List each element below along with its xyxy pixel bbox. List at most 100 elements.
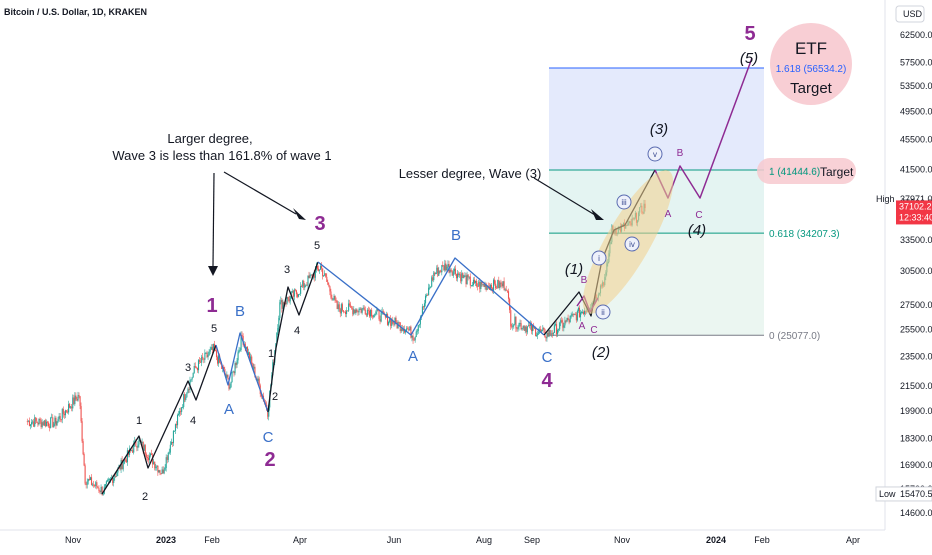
candle-body [505, 289, 507, 291]
candle-body [411, 335, 413, 338]
candle-body [407, 328, 409, 330]
time-axis[interactable]: Nov 2023 Feb Apr Jun Aug Sep Nov 2024 Feb Apr [0, 529, 885, 545]
candle-body [485, 283, 487, 290]
candle-body [217, 357, 219, 364]
candle-body [413, 339, 415, 341]
candle-body [88, 478, 90, 481]
candle-body [136, 446, 138, 448]
candle-body [346, 310, 348, 315]
candle-body [478, 281, 480, 287]
candle-body [415, 331, 417, 338]
candle-body [186, 393, 188, 398]
candle-body [77, 395, 79, 401]
candle-body [341, 304, 343, 311]
candle-body [94, 484, 96, 487]
candle-body [230, 382, 232, 388]
candle-body [580, 312, 583, 313]
candle-body [76, 399, 78, 401]
candle-body [204, 352, 206, 360]
candle-body [496, 288, 498, 289]
note-larger-degree-1: Larger degree, [167, 131, 252, 146]
candle-body [554, 324, 557, 326]
etf-target-circle [770, 23, 852, 105]
candle-body [452, 271, 454, 276]
candle-body [157, 465, 159, 473]
symbol-title: Bitcoin / U.S. Dollar, 1D, KRAKEN [4, 7, 147, 17]
candle-body [110, 478, 112, 480]
candle-body [231, 371, 233, 383]
candle-body [329, 286, 331, 292]
candle-body [332, 299, 334, 301]
time-tick-label: Sep [524, 535, 540, 545]
price-tick-label: 53500.0 [900, 81, 932, 91]
candle-body [543, 327, 545, 330]
candle-body [375, 311, 377, 315]
candle-body [373, 314, 375, 317]
target-pill [757, 158, 856, 184]
candle-body [410, 326, 412, 338]
candle-body [529, 323, 531, 326]
candle-body [309, 274, 311, 278]
candle-body [565, 320, 567, 322]
candle-body [175, 424, 178, 426]
candle-body [302, 280, 304, 287]
candle-body [90, 477, 93, 486]
candle-body [46, 421, 49, 423]
candle-body [395, 317, 397, 323]
candle-body [277, 328, 279, 333]
candle-body [432, 277, 434, 281]
candle-body [220, 362, 222, 364]
candle-body [208, 351, 210, 356]
candle-body [463, 275, 465, 278]
minor-wave-label: 4 [294, 325, 300, 337]
candle-body [156, 465, 158, 467]
candle-body [316, 265, 318, 269]
candle-body [429, 287, 431, 289]
currency-pill [895, 5, 925, 23]
candle-body [214, 350, 217, 352]
candle-body [171, 441, 173, 444]
candle-body [95, 482, 97, 487]
candle-body [223, 367, 225, 369]
candle-body [160, 473, 162, 474]
candle-body [281, 300, 283, 309]
candle-body [313, 273, 315, 278]
candle-body [406, 328, 408, 331]
candle-body [535, 327, 537, 337]
candle-body [164, 467, 166, 470]
candle-body [550, 333, 552, 335]
price-tick-label: 14600.0 [900, 508, 932, 518]
candle-body [536, 335, 538, 337]
candle-body [28, 420, 30, 426]
candle-body [447, 264, 449, 267]
candle-body [137, 444, 139, 448]
candle-body [495, 283, 497, 289]
candle-body [354, 309, 356, 314]
candle-body [455, 274, 458, 279]
candle-body [355, 309, 357, 314]
candle-body [472, 279, 475, 286]
time-tick-label: Apr [846, 535, 860, 545]
candle-body [426, 294, 428, 296]
candle-body [325, 273, 327, 277]
candle-body [287, 297, 289, 300]
candle-body [210, 347, 212, 350]
candle-body [108, 479, 111, 480]
candle-body [423, 303, 426, 308]
candle-body [280, 300, 282, 303]
candle-body [480, 281, 482, 289]
candle-body [333, 295, 335, 300]
candle-body [503, 281, 505, 290]
candle-body [267, 410, 269, 417]
candle-body [146, 457, 148, 459]
candle-body [162, 469, 164, 474]
etf-fib-label: 1.618 (56534.2) [776, 64, 847, 75]
price-axis[interactable]: 14600.015700.016900.018300.019900.021500… [875, 0, 932, 550]
candle-body [62, 408, 64, 414]
candle-body [276, 332, 278, 344]
price-tick-label: 19900.0 [900, 406, 932, 416]
candle-body [519, 323, 521, 324]
candle-body [431, 277, 433, 287]
